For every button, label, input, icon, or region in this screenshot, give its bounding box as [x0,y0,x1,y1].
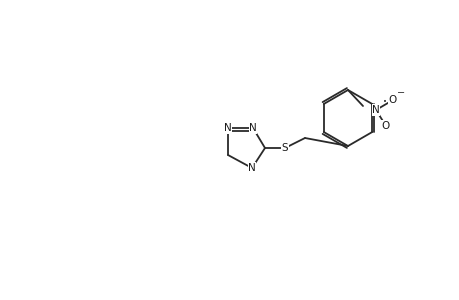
Text: N: N [249,123,256,133]
Text: N: N [371,105,379,115]
Text: N: N [224,123,231,133]
Text: O: O [381,121,389,131]
Text: O: O [388,95,396,105]
Text: N: N [247,163,255,173]
Text: •: • [382,99,386,105]
Text: −: − [396,88,404,98]
Text: S: S [281,143,288,153]
